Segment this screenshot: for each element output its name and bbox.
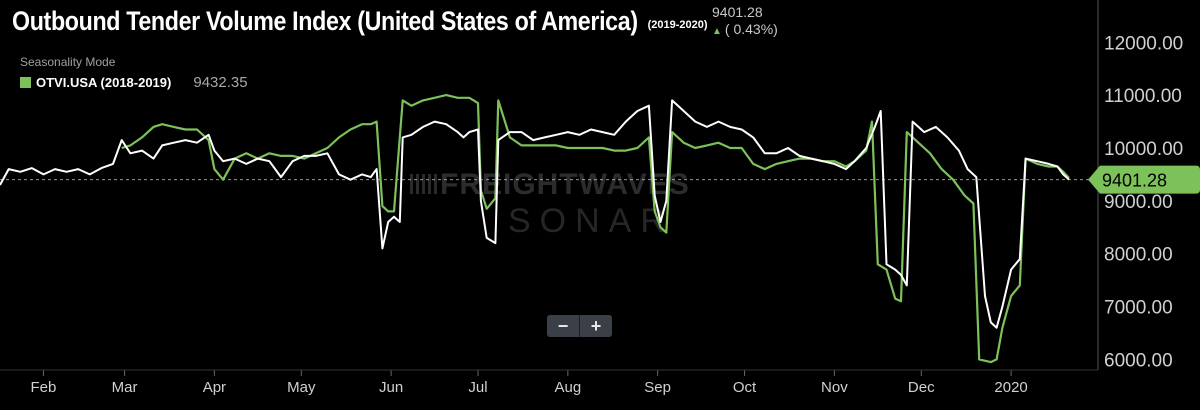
y-tick-label: 7000.00 (1104, 298, 1173, 319)
x-tick-marks (42, 370, 1012, 376)
legend-series-name: OTVI.USA (2018-2019) (36, 75, 172, 90)
current-reading: 9401.28 ▲( 0.43%) (712, 4, 778, 40)
x-tick-label: May (287, 379, 316, 396)
y-tick-label: 6000.00 (1104, 350, 1173, 371)
y-axis-labels: 12000.00 11000.00 10000.00 9000.00 8000.00 70… (1104, 33, 1183, 371)
x-axis-labels: Feb Mar Apr May Jun Jul Aug Sep Oct Nov Dec 2020 (31, 379, 1028, 396)
x-tick-label: Oct (733, 379, 757, 396)
up-arrow-icon: ▲ (712, 26, 722, 37)
x-tick-label: Nov (821, 379, 848, 396)
zoom-out-button[interactable]: − (547, 315, 580, 337)
zoom-in-button[interactable]: + (580, 315, 612, 337)
zoom-controls: − + (547, 315, 612, 337)
price-tag: 9401.28 (1088, 165, 1200, 194)
series-line-current (0, 99, 1070, 329)
legend-swatch (20, 77, 31, 88)
current-change: ▲( 0.43%) (712, 21, 778, 40)
chart-subtitle: (2019-2020) (647, 19, 708, 31)
x-tick-label: Mar (112, 379, 138, 396)
x-tick-label: Aug (554, 379, 581, 396)
x-tick-label: Jun (379, 379, 403, 396)
legend: OTVI.USA (2018-2019) 9432.35 (20, 74, 248, 91)
legend-series-value: 9432.35 (193, 74, 248, 91)
current-value: 9401.28 (712, 4, 763, 20)
price-tag-label: 9401.28 (1102, 171, 1167, 191)
watermark: FREIGHTWAVES SONAR (410, 168, 689, 240)
current-change-text: ( 0.43%) (724, 21, 778, 37)
x-tick-label: 2020 (994, 379, 1027, 396)
chart-title: Outbound Tender Volume Index (United Sta… (12, 6, 638, 36)
y-tick-label: 9000.00 (1104, 192, 1173, 213)
x-tick-label: Sep (644, 379, 671, 396)
y-tick-label: 12000.00 (1104, 33, 1183, 54)
y-tick-label: 11000.00 (1104, 86, 1182, 107)
price-tag-shape (1088, 165, 1200, 194)
y-tick-label: 8000.00 (1104, 245, 1173, 266)
series-line-prior (121, 94, 1070, 364)
x-tick-label: Feb (31, 379, 57, 396)
watermark-bars-icon (410, 174, 437, 194)
x-tick-label: Dec (908, 379, 935, 396)
y-tick-label: 10000.00 (1104, 139, 1183, 160)
watermark-product: SONAR (508, 202, 674, 240)
x-tick-label: Jul (468, 379, 487, 396)
seasonality-mode-label: Seasonality Mode (20, 55, 116, 69)
x-tick-label: Apr (203, 379, 226, 396)
chart-header: Outbound Tender Volume Index (United Sta… (12, 6, 708, 37)
